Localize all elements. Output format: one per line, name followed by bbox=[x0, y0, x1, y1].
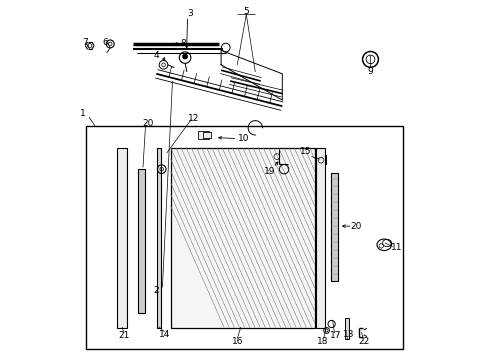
Bar bbox=[330, 173, 337, 281]
Text: 20: 20 bbox=[350, 222, 361, 231]
Text: 9: 9 bbox=[367, 67, 373, 76]
Bar bbox=[197, 131, 208, 139]
Text: 14: 14 bbox=[159, 330, 170, 339]
Text: 22: 22 bbox=[358, 338, 369, 346]
Text: 19: 19 bbox=[264, 166, 275, 176]
Text: 20: 20 bbox=[142, 119, 153, 128]
Text: 3: 3 bbox=[186, 9, 192, 18]
Text: 1: 1 bbox=[80, 109, 86, 118]
Circle shape bbox=[182, 54, 187, 59]
Bar bbox=[344, 318, 348, 339]
Bar bbox=[86, 126, 402, 349]
Bar bbox=[157, 148, 160, 328]
Text: 10: 10 bbox=[238, 134, 249, 143]
Text: 11: 11 bbox=[390, 243, 401, 252]
Text: 12: 12 bbox=[188, 114, 200, 122]
Bar bbox=[315, 155, 325, 164]
Bar bbox=[203, 132, 211, 138]
Bar bbox=[117, 148, 126, 328]
Text: 6: 6 bbox=[102, 38, 108, 47]
Text: 16: 16 bbox=[231, 337, 243, 346]
Text: 4: 4 bbox=[153, 51, 159, 60]
Text: 17: 17 bbox=[329, 331, 340, 340]
Text: 2: 2 bbox=[154, 286, 159, 295]
Text: 8: 8 bbox=[180, 40, 186, 49]
Text: 5: 5 bbox=[243, 8, 249, 17]
Bar bbox=[138, 169, 145, 313]
Text: 15: 15 bbox=[299, 147, 311, 156]
Text: 7: 7 bbox=[82, 38, 88, 47]
Bar bbox=[316, 148, 325, 328]
Text: 18: 18 bbox=[317, 337, 328, 346]
Bar bbox=[170, 148, 314, 328]
Text: 13: 13 bbox=[343, 330, 354, 338]
Text: 21: 21 bbox=[118, 331, 129, 340]
